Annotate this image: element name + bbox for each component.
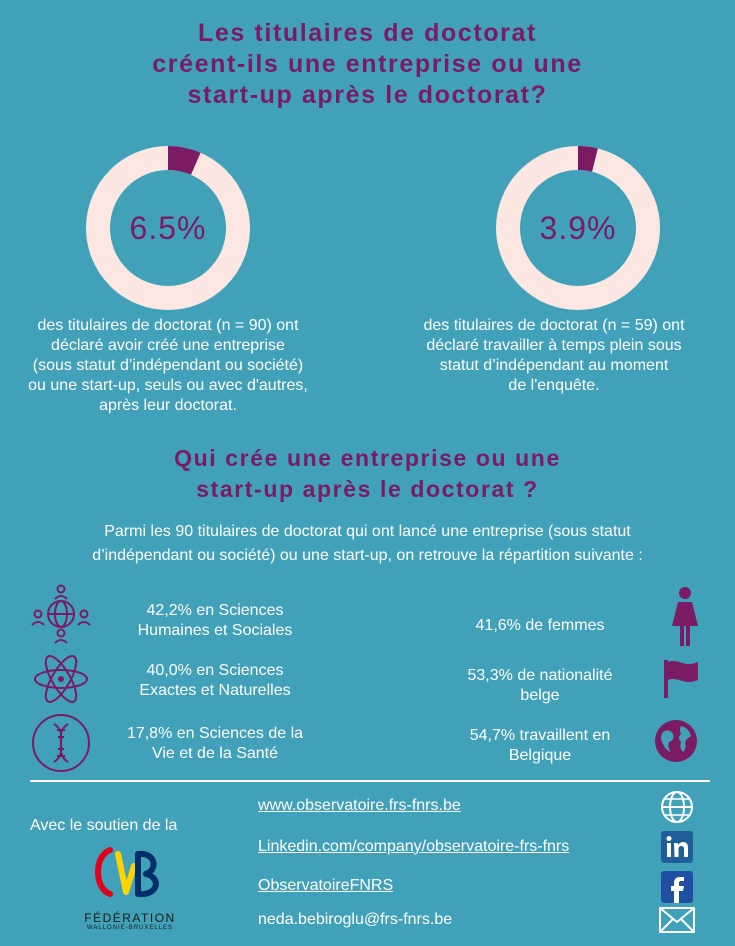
donut-ring bbox=[86, 146, 250, 310]
stat-sciences-vie: 17,8% en Sciences de la Vie et de la San… bbox=[126, 725, 304, 762]
linkedin-link[interactable]: Linkedin.com/company/observatoire-frs-fn… bbox=[258, 838, 570, 855]
donut-chart-1: 6.5% bbox=[78, 138, 258, 318]
donut-segment bbox=[496, 146, 660, 310]
logo-text: FÉDÉRATION bbox=[84, 911, 176, 925]
footer-divider bbox=[30, 780, 710, 782]
globe-icon[interactable] bbox=[660, 790, 694, 824]
flag-icon bbox=[662, 658, 702, 700]
stat-femmes: 41,6% de femmes bbox=[475, 617, 605, 634]
donut-chart-2: 3.9% bbox=[488, 138, 668, 318]
stat-sciences-exactes: 40,0% en Sciences Exactes et Naturelles bbox=[139, 662, 291, 699]
donut-description: des titulaires de doctorat (n = 90) ont … bbox=[28, 317, 308, 414]
federation-logo: FÉDÉRATION WALLONIE-BRUXELLES bbox=[80, 844, 180, 940]
logo-mark bbox=[95, 847, 159, 898]
intro-text: Parmi les 90 titulaires de doctorat qui … bbox=[92, 523, 643, 564]
woman-icon bbox=[668, 586, 702, 648]
donut-ring bbox=[496, 146, 660, 310]
page-title: Les titulaires de doctorat créent-ils un… bbox=[152, 19, 583, 109]
donut-segment bbox=[86, 146, 250, 310]
dna-icon bbox=[30, 712, 92, 774]
stat-nationalite: 53,3% de nationalité belge bbox=[467, 667, 613, 704]
stat-sciences-humaines: 42,2% en Sciences Humaines et Sociales bbox=[137, 602, 293, 639]
stat-belgique: 54,7% travaillent en Belgique bbox=[469, 727, 611, 764]
logo-subtext: WALLONIE-BRUXELLES bbox=[86, 925, 174, 931]
atom-icon bbox=[30, 648, 92, 710]
people-globe-icon bbox=[30, 583, 92, 645]
section-title: Qui crée une entreprise ou une start-up … bbox=[174, 445, 561, 502]
mail-icon[interactable] bbox=[659, 907, 695, 935]
earth-icon bbox=[653, 718, 699, 764]
facebook-icon[interactable] bbox=[661, 871, 695, 905]
donut-description: des titulaires de doctorat (n = 59) ont … bbox=[423, 317, 685, 394]
support-text: Avec le soutien de la bbox=[30, 817, 178, 834]
email-text[interactable]: neda.bebiroglu@frs-fnrs.be bbox=[258, 911, 453, 928]
donut-value: 6.5% bbox=[129, 210, 207, 246]
linkedin-icon[interactable] bbox=[661, 831, 695, 865]
facebook-link[interactable]: ObservatoireFNRS bbox=[258, 877, 394, 894]
website-link[interactable]: www.observatoire.frs-fnrs.be bbox=[258, 797, 461, 814]
donut-value: 3.9% bbox=[539, 210, 617, 246]
